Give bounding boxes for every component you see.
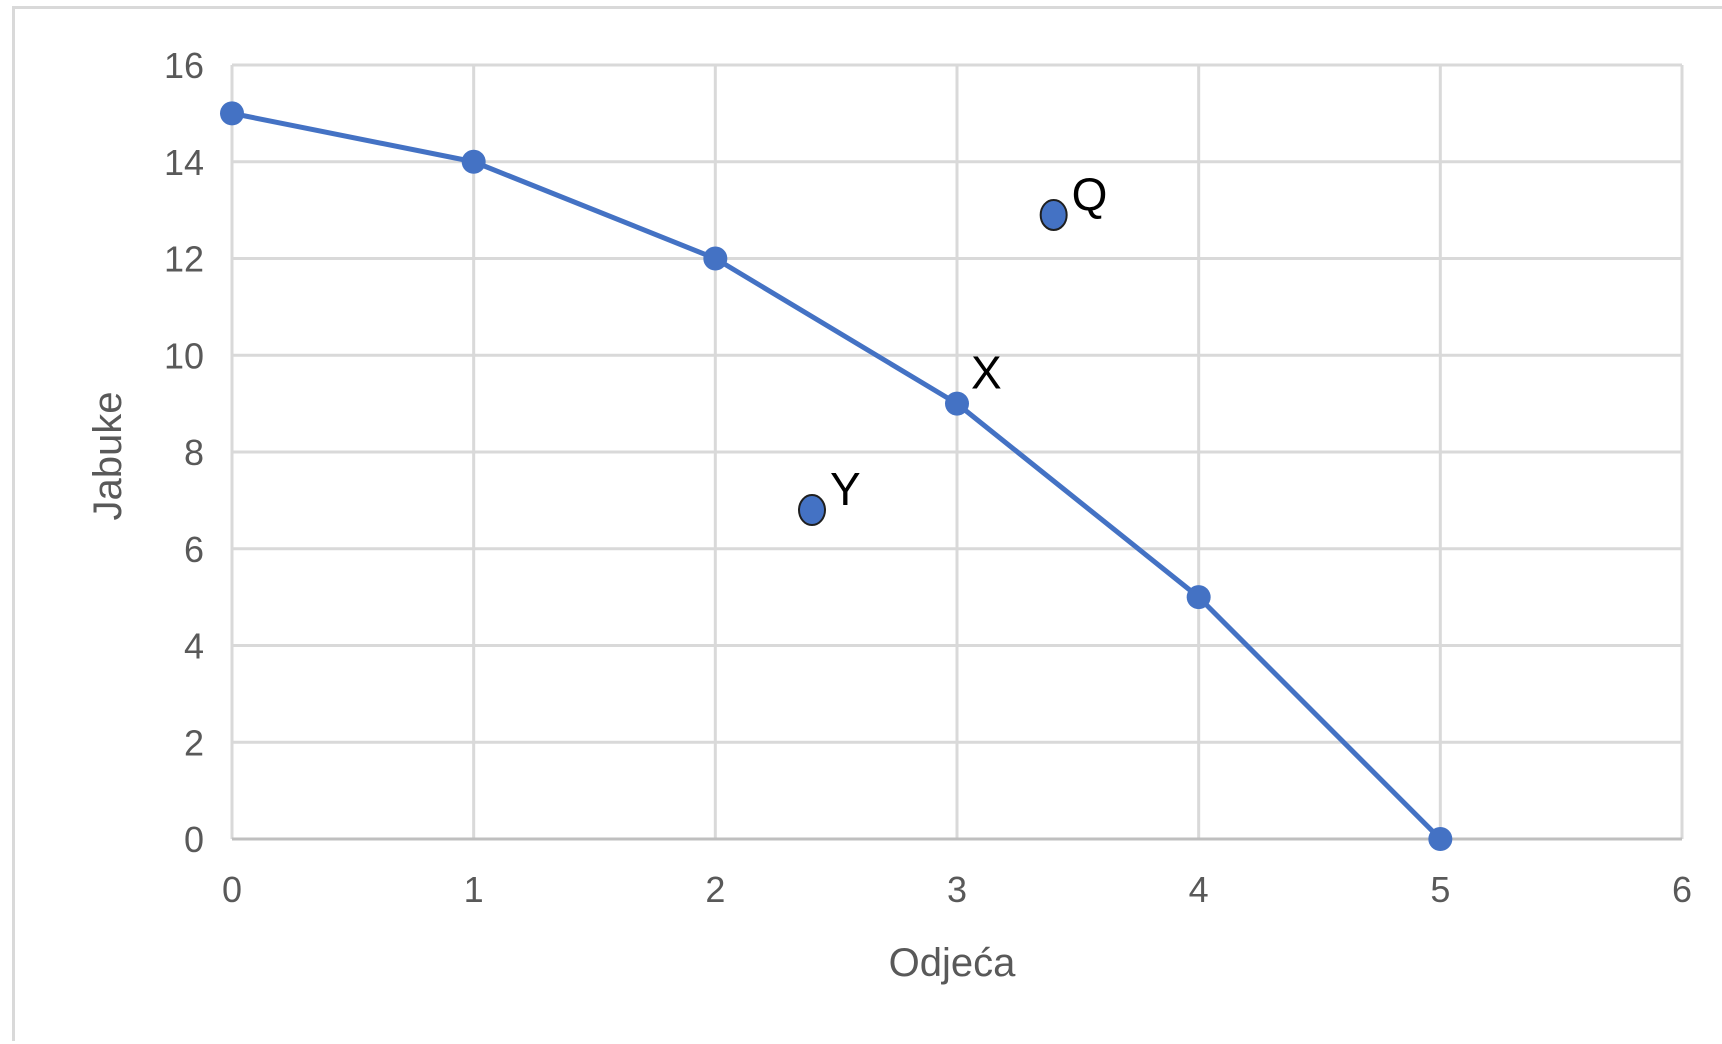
y-tick-label: 16 <box>164 45 204 86</box>
annotation-label: Q <box>1072 168 1108 220</box>
y-tick-label: 10 <box>164 335 204 376</box>
series-marker <box>461 149 486 174</box>
x-tick-label: 2 <box>705 869 725 910</box>
y-tick-label: 4 <box>184 626 204 667</box>
x-tick-label: 0 <box>222 869 242 910</box>
x-tick-label: 3 <box>947 869 967 910</box>
y-tick-label: 8 <box>184 432 204 473</box>
y-tick-label: 0 <box>184 819 204 860</box>
x-axis-title: Odjeća <box>889 941 1016 985</box>
series-group <box>220 101 1453 851</box>
annotation-label: Y <box>830 463 861 515</box>
x-tick-label: 1 <box>464 869 484 910</box>
x-tick-label: 5 <box>1430 869 1450 910</box>
series-marker <box>1428 827 1453 851</box>
annotation-point <box>798 494 826 527</box>
y-tick-label: 2 <box>184 722 204 763</box>
series-marker <box>220 101 244 126</box>
series-marker <box>945 391 969 416</box>
gridlines <box>230 63 1684 839</box>
annotations: X Q Y <box>798 168 1108 527</box>
series-marker <box>1186 585 1211 610</box>
x-tick-label: 6 <box>1672 869 1692 910</box>
y-tick-label: 6 <box>184 529 204 570</box>
x-tick-label: 4 <box>1189 869 1209 910</box>
series-marker <box>703 246 728 271</box>
annotation-point <box>1039 198 1068 231</box>
y-tick-label: 14 <box>164 142 204 183</box>
annotation-label: X <box>971 347 1002 399</box>
series-line <box>231 110 1443 841</box>
y-axis-title: Jabuke <box>86 392 130 521</box>
y-tick-label: 12 <box>164 239 204 280</box>
